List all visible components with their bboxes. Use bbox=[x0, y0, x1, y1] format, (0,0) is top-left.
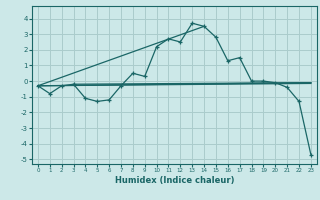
X-axis label: Humidex (Indice chaleur): Humidex (Indice chaleur) bbox=[115, 176, 234, 185]
